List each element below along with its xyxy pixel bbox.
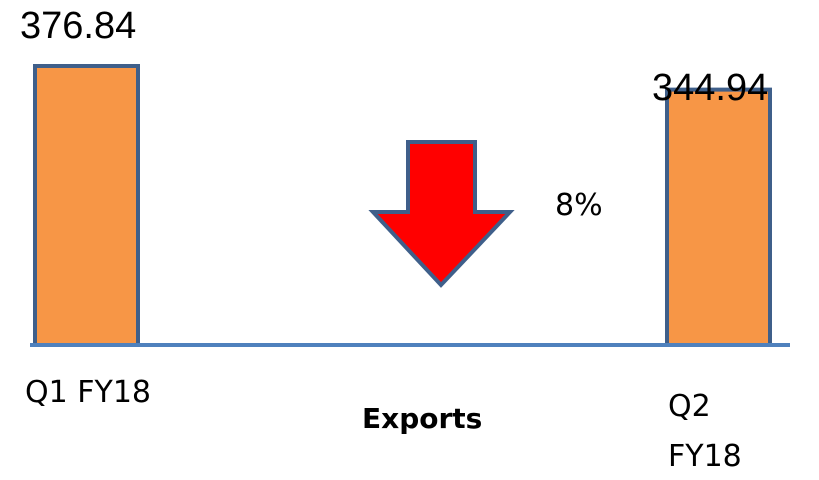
data-label-1: 376.84 — [20, 5, 136, 47]
down-arrow-icon — [368, 140, 515, 288]
bar-1 — [33, 64, 140, 347]
bar-2 — [665, 87, 772, 347]
category-label-2: Q2 FY18 — [668, 389, 742, 474]
labels-layer: 376.84 344.94 Q1 FY18 Q2 FY18 — [20, 5, 768, 474]
bars-layer — [33, 64, 772, 347]
category-label-1: Q1 FY18 — [25, 375, 151, 410]
data-label-2: 344.94 — [652, 67, 768, 109]
change-percent-label: 8% — [555, 188, 603, 223]
x-axis-title: Exports — [362, 402, 482, 435]
